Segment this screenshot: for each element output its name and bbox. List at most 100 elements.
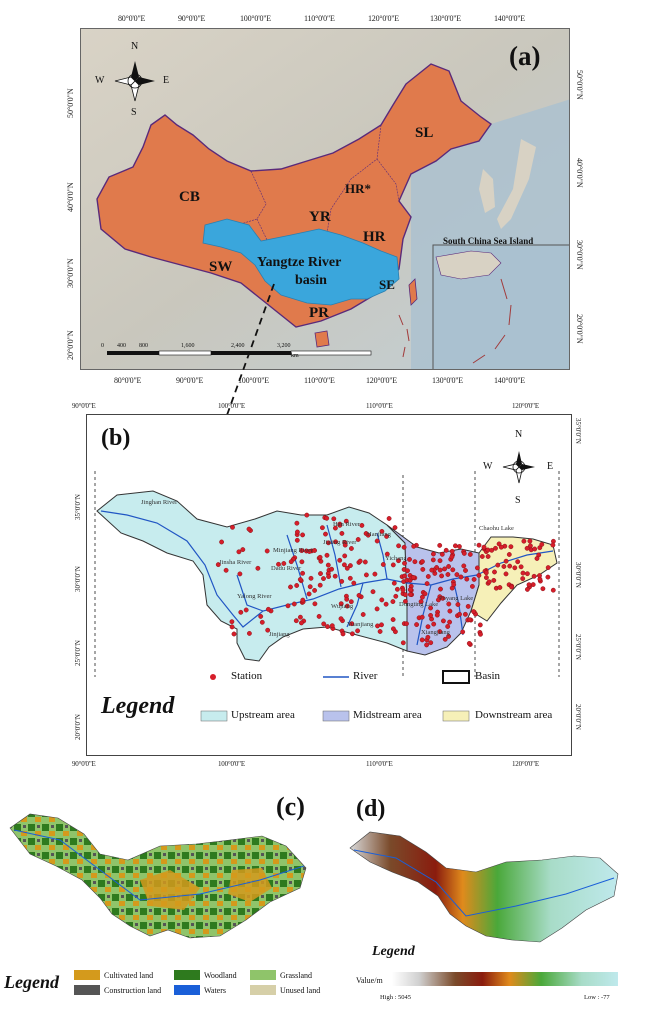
- station-point: [317, 582, 323, 588]
- legend-swatch: [74, 985, 100, 995]
- station-point: [297, 614, 303, 620]
- station-point: [285, 603, 291, 609]
- station-point: [402, 573, 407, 579]
- station-point: [300, 532, 306, 538]
- legend-swatch: [174, 985, 200, 995]
- river-label: Yalong River: [237, 593, 272, 600]
- station-point: [307, 584, 313, 590]
- coord-label: 50°0'0"N: [575, 70, 584, 100]
- station-point: [419, 614, 425, 620]
- station-point: [496, 541, 502, 547]
- station-point: [318, 571, 323, 577]
- coord-label: 90°0'0"E: [72, 760, 96, 768]
- station-point: [483, 575, 489, 581]
- dem-low-label: Low : -77: [584, 994, 610, 1001]
- station-point: [476, 542, 482, 548]
- station-point: [435, 597, 441, 603]
- coord-label: 30°0'0"N: [574, 562, 582, 588]
- station-point: [455, 602, 461, 607]
- station-point: [481, 544, 487, 550]
- station-point: [246, 630, 252, 636]
- station-point: [384, 534, 389, 539]
- inset-label: South China Sea Island: [443, 236, 534, 246]
- station-point: [370, 589, 376, 595]
- station-point: [390, 599, 396, 605]
- station-point: [412, 559, 418, 565]
- station-point: [449, 548, 455, 554]
- region-label-sw: SW: [209, 259, 233, 275]
- station-point: [294, 520, 300, 526]
- panel-b-map: (b) N S W E Jinghan River Han River Jial…: [86, 414, 572, 756]
- station-point: [428, 640, 434, 646]
- basin-label-line1: Yangtze River: [257, 255, 342, 270]
- station-point: [237, 571, 243, 577]
- station-point: [407, 587, 413, 593]
- station-point: [331, 516, 337, 522]
- station-point: [430, 557, 436, 563]
- station-point: [476, 572, 482, 578]
- coord-label: 30°0'0"N: [74, 566, 82, 592]
- river-label: Han River: [333, 521, 360, 528]
- station-point: [219, 539, 225, 545]
- station-point: [461, 563, 467, 569]
- station-point: [238, 609, 244, 615]
- station-point: [396, 543, 401, 549]
- station-point: [332, 525, 338, 531]
- station-point: [501, 564, 507, 569]
- station-point: [483, 570, 489, 576]
- legend-swatch: [250, 970, 276, 980]
- station-point: [372, 571, 378, 577]
- station-point: [442, 566, 447, 572]
- coord-label: 25°0'0"N: [74, 640, 82, 666]
- station-point: [384, 551, 390, 557]
- panel-d-legend-title: Legend: [372, 944, 415, 959]
- station-point: [526, 582, 532, 588]
- station-point: [492, 569, 497, 575]
- station-point: [537, 573, 542, 579]
- station-point: [550, 542, 556, 548]
- panel-a-label: (a): [509, 41, 541, 71]
- station-point: [405, 568, 410, 574]
- coord-label: 100°0'0"E: [218, 402, 245, 410]
- coord-label: 120°0'0"E: [368, 14, 399, 23]
- station-point: [520, 570, 526, 576]
- station-point: [442, 636, 448, 642]
- station-point: [404, 621, 409, 627]
- legend-upstream-swatch: [200, 710, 228, 722]
- station-point: [347, 563, 353, 569]
- station-point: [359, 523, 365, 528]
- station-point: [401, 544, 407, 550]
- station-point: [410, 575, 416, 580]
- river-label: Jinjiang: [269, 631, 290, 638]
- compass-w: W: [483, 461, 493, 472]
- station-point: [347, 575, 353, 581]
- station-point: [215, 562, 221, 568]
- station-point: [379, 529, 385, 534]
- coord-label: 130°0'0"E: [430, 14, 461, 23]
- station-point: [466, 640, 472, 646]
- station-point: [333, 539, 339, 545]
- legend-midstream-label: Midstream area: [353, 709, 422, 721]
- dem-high-label: High : 5045: [380, 994, 412, 1001]
- station-point: [342, 553, 348, 559]
- station-point: [293, 618, 299, 624]
- station-point: [230, 524, 235, 530]
- panel-d-label: (d): [356, 796, 386, 822]
- scale-label: 800: [139, 343, 148, 349]
- station-point: [355, 628, 360, 634]
- compass-w: W: [95, 75, 105, 86]
- station-point: [550, 587, 556, 593]
- scale-label: 3,200: [277, 343, 291, 349]
- station-point: [348, 546, 354, 551]
- station-point: [312, 587, 318, 593]
- station-point: [236, 549, 242, 555]
- legend-downstream-label: Downstream area: [475, 709, 553, 721]
- station-point: [325, 540, 331, 546]
- compass-icon: [114, 61, 155, 102]
- station-point: [486, 579, 492, 585]
- station-point: [469, 583, 475, 589]
- station-point: [485, 554, 491, 559]
- station-point: [524, 586, 530, 592]
- station-point: [265, 627, 271, 633]
- compass-s: S: [515, 495, 521, 506]
